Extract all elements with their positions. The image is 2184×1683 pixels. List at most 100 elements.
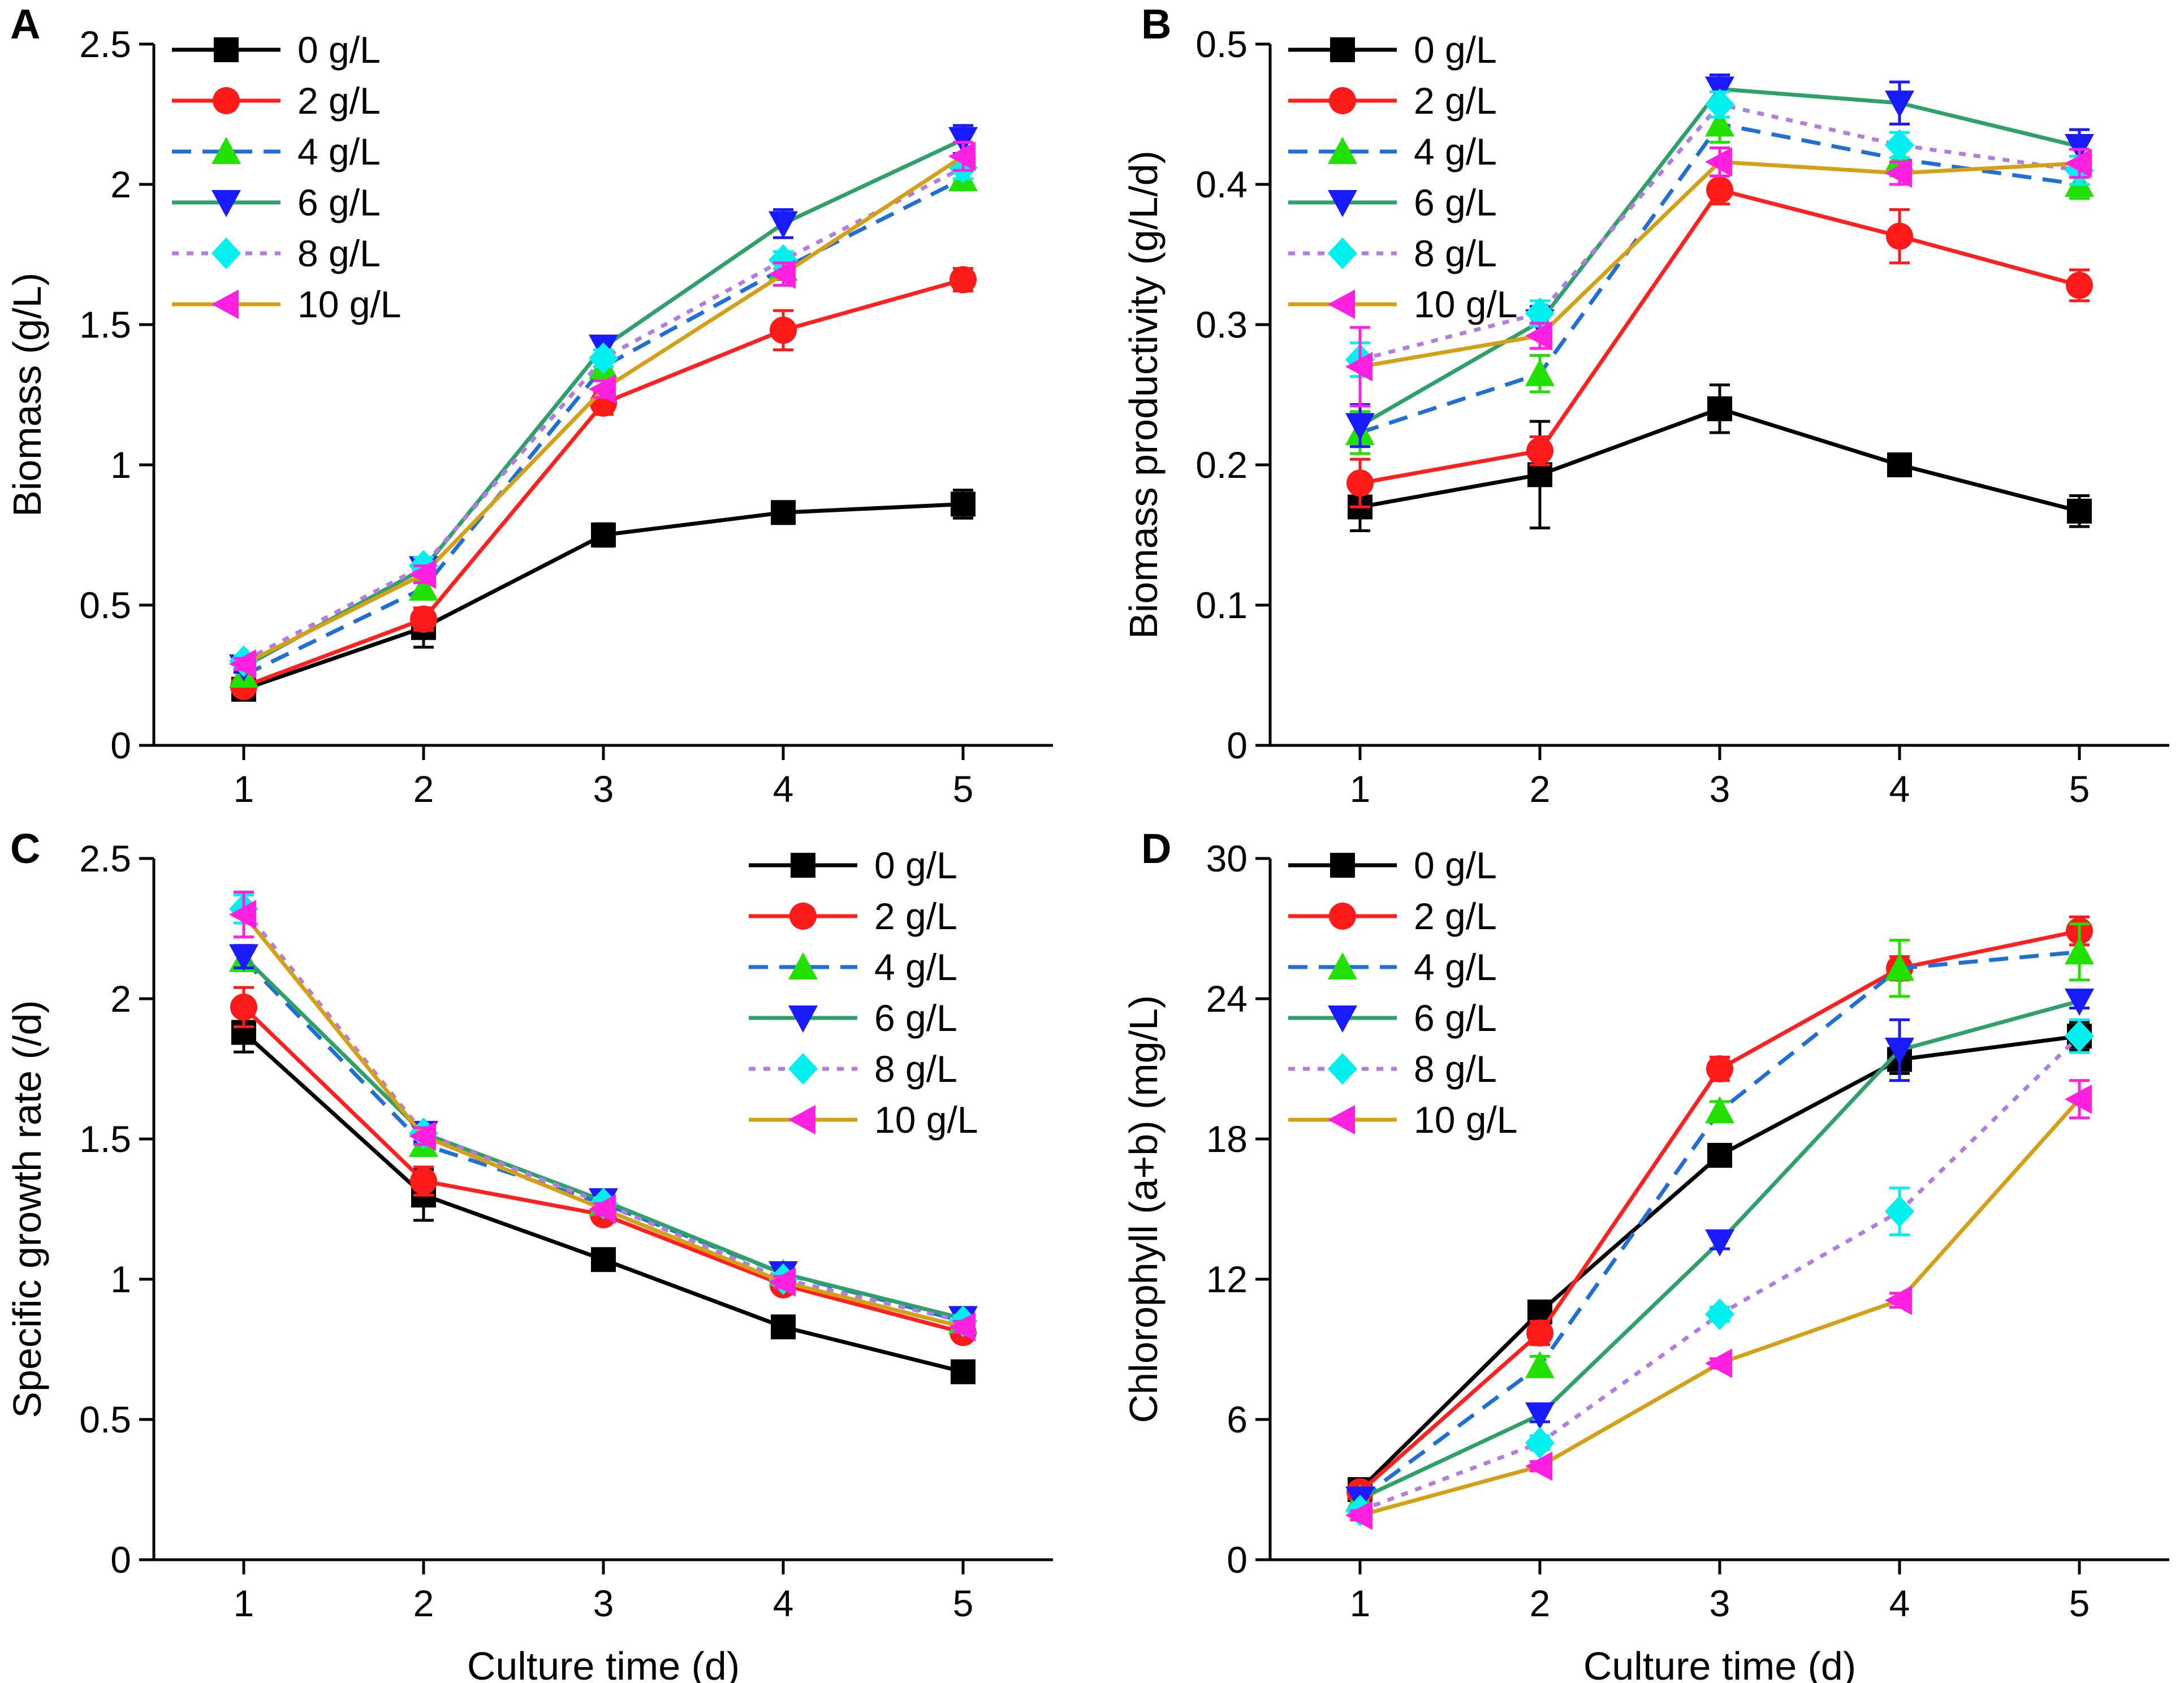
legend-label: 2 g/L: [1414, 895, 1497, 937]
legend-label: 10 g/L: [1414, 1099, 1518, 1141]
x-tick-label: 3: [593, 768, 614, 810]
series-line: [243, 176, 964, 677]
legend-label: 6 g/L: [874, 997, 957, 1039]
legend-marker: [789, 903, 817, 930]
y-tick-label: 0: [1227, 1539, 1248, 1581]
data-point: [1526, 1319, 1553, 1347]
legend-marker: [214, 37, 239, 62]
data-point: [1705, 1229, 1734, 1257]
x-tick-label: 4: [1889, 768, 1910, 810]
data-point: [589, 342, 618, 374]
legend-label: 8 g/L: [1414, 1048, 1497, 1090]
legend-marker: [1329, 87, 1356, 114]
legend: 0 g/L 2 g/L 4 g/L 6 g/L 8 g/L 10 g/L: [172, 29, 402, 325]
y-tick-label: 1: [110, 1258, 131, 1300]
y-tick-label: 0: [1227, 724, 1248, 766]
data-point: [1345, 352, 1372, 382]
legend-label: 10 g/L: [874, 1099, 978, 1141]
data-point: [589, 1194, 616, 1224]
x-tick-label: 3: [593, 1582, 614, 1624]
data-point: [769, 1267, 796, 1297]
legend-label: 8 g/L: [874, 1048, 957, 1090]
y-axis-title: Chlorophyll (a+b) (mg/L): [1121, 995, 1166, 1423]
legend-label: 0 g/L: [874, 844, 957, 886]
panel-label: C: [10, 825, 40, 872]
series-2-g-l: [230, 266, 977, 700]
data-point: [1706, 1055, 1733, 1082]
y-tick-label: 12: [1206, 1258, 1248, 1300]
legend-label: 10 g/L: [1414, 283, 1518, 325]
chart-panel-C: C 0 0.5 1 1.5 2 2.5 1 2 3 4 5 Specific growth rate (…: [5, 825, 1053, 1683]
data-point: [2067, 498, 2092, 524]
x-axis-title: Culture time (d): [467, 1644, 740, 1683]
y-tick-label: 6: [1227, 1399, 1248, 1440]
series-4-g-l: [229, 944, 978, 1334]
x-tick-label: 2: [1530, 768, 1551, 810]
data-point: [1525, 1402, 1555, 1430]
legend-marker: [1328, 137, 1357, 164]
x-tick-label: 5: [2069, 1582, 2090, 1624]
data-point: [1885, 953, 1914, 981]
series-0-g-l: [1348, 383, 2092, 533]
legend-marker: [788, 1105, 815, 1134]
panel-label: A: [10, 1, 40, 48]
series-line: [242, 908, 964, 1323]
data-point: [951, 491, 976, 517]
data-point: [2065, 1084, 2092, 1114]
series-10-g-l: [229, 141, 976, 679]
y-axis-title: Biomass productivity (g/L/d): [1121, 150, 1166, 639]
legend-label: 10 g/L: [297, 283, 402, 325]
chart-panel-A: A 0 0.5 1 1.5 2 2.5 1 2 3 4 5 Biomass (g/L) 0 g/L 2 g/…: [5, 1, 1053, 810]
y-tick-label: 30: [1206, 838, 1248, 879]
data-point: [2065, 148, 2092, 178]
legend-marker: [212, 137, 241, 164]
data-point: [1527, 462, 1552, 487]
legend-label: 6 g/L: [1414, 997, 1497, 1039]
x-tick-label: 1: [234, 1582, 254, 1624]
legend-label: 0 g/L: [1414, 844, 1497, 886]
data-point: [1525, 1451, 1552, 1481]
y-tick-label: 0.2: [1195, 444, 1248, 486]
y-tick-label: 0: [110, 1539, 131, 1581]
data-point: [948, 141, 976, 171]
x-tick-label: 1: [234, 768, 254, 810]
legend-marker: [1328, 1006, 1357, 1033]
data-point: [409, 573, 438, 601]
panel-label: B: [1141, 1, 1171, 48]
x-tick-label: 1: [1350, 768, 1371, 810]
data-point: [409, 1121, 436, 1151]
x-tick-label: 5: [953, 768, 974, 810]
data-point: [1525, 321, 1552, 351]
data-point: [409, 559, 436, 589]
data-point: [591, 1247, 616, 1272]
legend-label: 0 g/L: [1414, 29, 1497, 71]
legend-label: 0 g/L: [297, 29, 381, 71]
data-point: [1885, 158, 1912, 188]
legend-label: 6 g/L: [1414, 182, 1497, 223]
legend-marker: [212, 190, 241, 217]
series-8-g-l: [1345, 1018, 2094, 1527]
data-point: [1525, 297, 1555, 330]
x-tick-label: 4: [1889, 1582, 1910, 1624]
legend: 0 g/L 2 g/L 4 g/L 6 g/L 8 g/L 10 g/L: [1288, 844, 1518, 1141]
legend-label: 4 g/L: [1414, 131, 1497, 172]
data-point: [1885, 1196, 1914, 1228]
x-tick-label: 4: [773, 1582, 794, 1624]
y-tick-label: 2.5: [79, 838, 131, 879]
x-tick-label: 4: [773, 768, 794, 810]
legend-marker: [1330, 37, 1355, 62]
data-point: [2065, 937, 2094, 965]
series-line: [242, 1006, 964, 1335]
y-tick-label: 1.5: [79, 304, 131, 346]
chart-panel-B: B 0 0.1 0.2 0.3 0.4 0.5 1 2 3 4 5 Biomass productivi…: [1121, 1, 2169, 810]
data-point: [1525, 1350, 1555, 1378]
series-10-g-l: [1345, 1079, 2092, 1530]
data-point: [229, 944, 258, 972]
legend-marker: [1328, 238, 1357, 269]
legend-marker: [212, 290, 239, 319]
x-axis-title: Culture time (d): [1583, 1644, 1856, 1683]
legend-label: 2 g/L: [1414, 80, 1497, 122]
legend-label: 6 g/L: [297, 182, 381, 223]
y-tick-label: 18: [1206, 1118, 1248, 1160]
y-tick-label: 0.5: [79, 584, 131, 626]
